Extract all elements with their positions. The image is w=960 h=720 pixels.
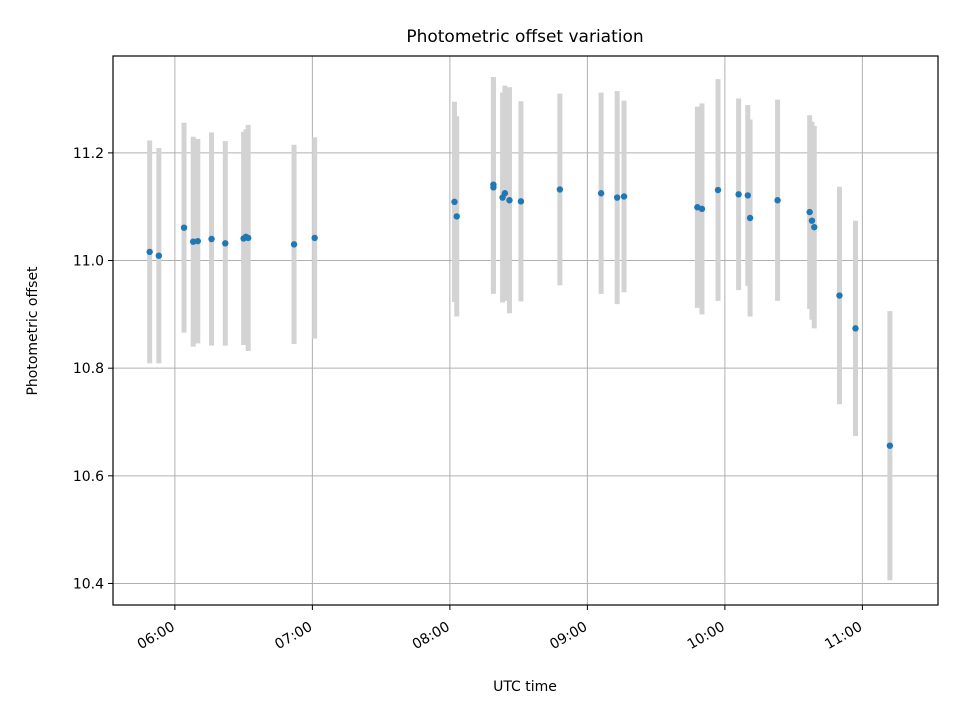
x-tick-label: 09:00	[547, 619, 590, 653]
data-point	[146, 248, 153, 256]
data-point	[222, 240, 229, 247]
y-tick-label: 11.2	[73, 146, 104, 162]
data-point	[501, 190, 509, 197]
data-point	[490, 184, 497, 191]
x-axis-label: UTC time	[493, 679, 557, 695]
data-point	[311, 234, 318, 242]
data-points	[146, 181, 894, 449]
data-point	[746, 214, 754, 222]
data-point	[774, 197, 781, 204]
plot-frame	[112, 55, 939, 606]
data-point	[811, 223, 818, 231]
x-tick-label: 11:00	[822, 619, 865, 653]
data-point	[451, 198, 458, 206]
data-point	[208, 235, 215, 243]
data-point	[506, 197, 513, 204]
data-point	[613, 194, 621, 201]
y-tick-label: 10.4	[73, 576, 104, 592]
x-axis-ticks: 06:00 07:00 08:00 09:00 10:00 11:00	[135, 605, 865, 653]
data-point	[556, 186, 564, 193]
y-axis-ticks: 10.4 10.6 10.8 11.0 11.2	[73, 146, 113, 592]
data-point	[806, 208, 813, 216]
data-point	[852, 325, 859, 332]
x-tick-label: 06:00	[135, 619, 178, 653]
data-point	[886, 442, 894, 449]
data-point	[744, 192, 751, 199]
y-tick-label: 10.8	[73, 361, 104, 377]
x-tick-label: 10:00	[685, 619, 728, 653]
data-point	[714, 186, 722, 194]
x-tick-label: 07:00	[272, 619, 315, 653]
data-point	[698, 205, 706, 213]
data-point	[597, 190, 605, 197]
data-point	[290, 241, 298, 248]
data-point	[735, 191, 742, 198]
y-tick-label: 10.6	[73, 469, 104, 485]
data-point	[836, 292, 843, 299]
y-tick-label: 11.0	[73, 254, 104, 270]
data-point	[155, 252, 163, 259]
data-point	[194, 237, 201, 245]
chart-title: Photometric offset variation	[406, 27, 643, 47]
data-point	[180, 224, 188, 231]
data-point	[620, 193, 628, 200]
data-point	[453, 213, 460, 220]
y-axis-label: Photometric offset	[25, 266, 41, 396]
data-point	[517, 198, 525, 205]
data-point	[245, 234, 252, 242]
x-tick-label: 08:00	[410, 619, 453, 653]
data-point	[808, 217, 816, 224]
